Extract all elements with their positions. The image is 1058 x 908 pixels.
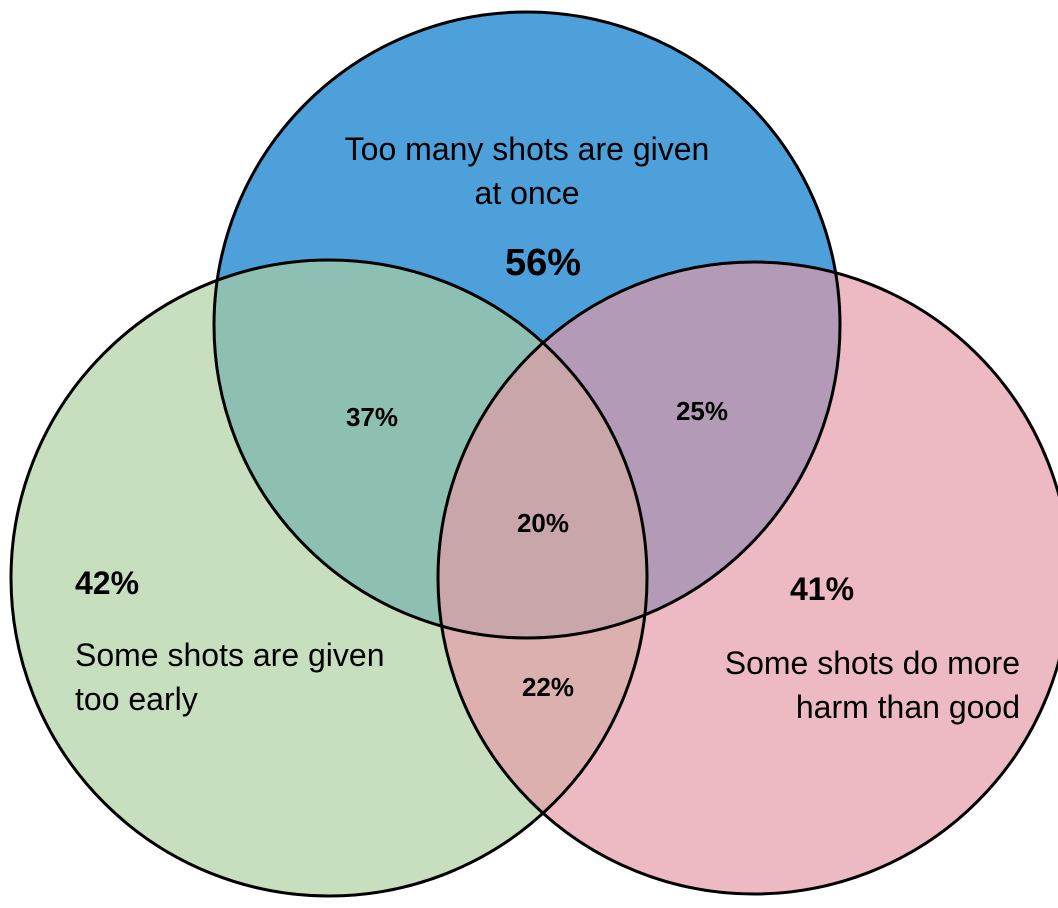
right-set-value: 41% [790,571,854,607]
right-circle [438,262,1058,894]
left-set-label-line1: Some shots are given [75,637,385,673]
right-circle-outline [436,260,1058,896]
left-set-value: 42% [75,565,139,601]
top-set-label-line2: at once [475,175,580,211]
intersection-top-right-value: 25% [676,396,728,426]
top-set-label-line1: Too many shots are given [345,131,710,167]
left-set-label-line2: too early [75,681,198,717]
right-set-label-line1: Some shots do more [725,645,1020,681]
intersection-all-value: 20% [517,508,569,538]
left-circle-outline [9,258,649,898]
intersection-left-right-value: 22% [522,672,574,702]
right-set-label-line2: harm than good [796,689,1020,725]
top-circle-outline [212,10,842,640]
top-set-value: 56% [505,242,581,284]
intersection-top-left-value: 37% [346,402,398,432]
